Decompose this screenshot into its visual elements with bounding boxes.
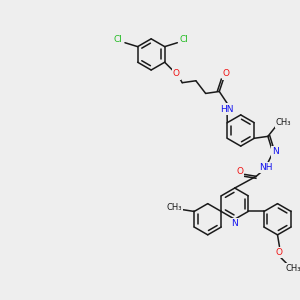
Text: CH₃: CH₃ [285,265,300,274]
Text: CH₃: CH₃ [167,203,182,212]
Text: N: N [272,148,279,157]
Text: O: O [236,167,243,176]
Text: O: O [276,248,283,257]
Text: O: O [173,69,180,78]
Text: O: O [223,69,230,78]
Text: N: N [231,219,238,228]
Text: Cl: Cl [114,35,123,44]
Text: CH₃: CH₃ [276,118,291,127]
Text: HN: HN [220,104,234,113]
Text: NH: NH [259,163,273,172]
Text: Cl: Cl [180,35,189,44]
